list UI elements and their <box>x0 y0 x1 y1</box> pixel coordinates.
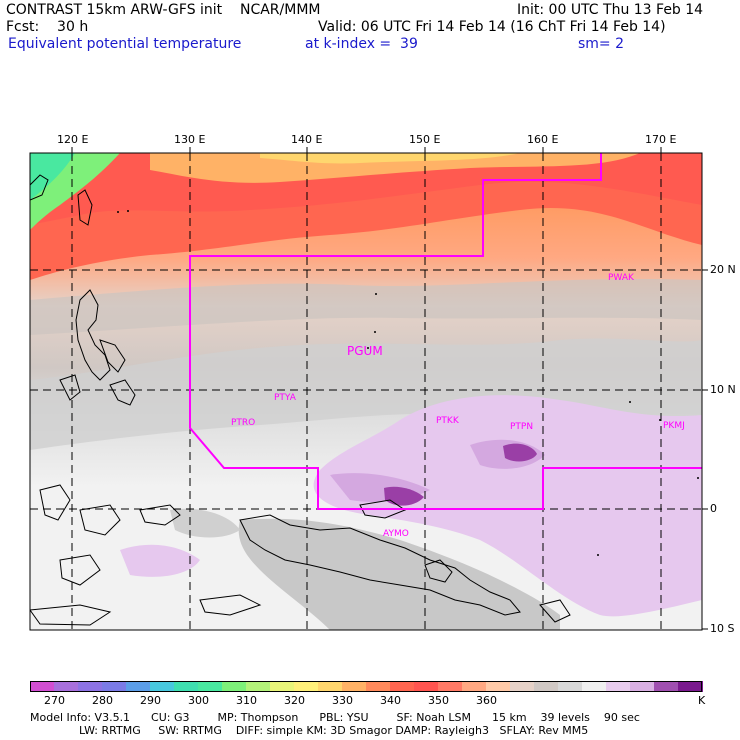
colorbar-swatch <box>414 681 439 692</box>
lon-label-140e: 140 E <box>291 133 323 146</box>
lon-label-130e: 130 E <box>174 133 206 146</box>
frame-ticks <box>71 147 708 630</box>
colorbar-swatch <box>630 681 655 692</box>
lat-lon-grid <box>30 153 702 630</box>
colorbar-swatch <box>606 681 631 692</box>
smoothing: sm= 2 <box>578 36 625 52</box>
colorbar-swatch <box>174 681 199 692</box>
colorbar-swatch <box>510 681 535 692</box>
lat-label-10s: 10 S <box>710 622 735 635</box>
colorbar-label: 300 <box>188 694 209 707</box>
lon-label-170e: 170 E <box>645 133 677 146</box>
model-info-line2: LW: RRTMG SW: RRTMG DIFF: simple KM: 3D … <box>30 724 589 737</box>
station-ptpn: PTPN <box>510 422 534 432</box>
colorbar-label: 360 <box>476 694 497 707</box>
model-title: CONTRAST 15km ARW-GFS init NCAR/MMM <box>6 2 321 18</box>
lon-label-120e: 120 E <box>57 133 89 146</box>
colorbar-swatch <box>198 681 223 692</box>
colorbar-label: 350 <box>428 694 449 707</box>
field-shading <box>30 153 702 630</box>
colorbar-swatch <box>150 681 175 692</box>
station-ptkk: PTKK <box>436 416 459 426</box>
colorbar-swatch <box>318 681 343 692</box>
level-index: at k-index = 39 <box>305 36 418 52</box>
lat-label-20n: 20 N <box>710 263 736 276</box>
lat-label-0: 0 <box>710 502 717 515</box>
forecast-hour: Fcst: 30 h <box>6 19 89 35</box>
station-ptya: PTYA <box>274 393 296 403</box>
colorbar-swatch <box>270 681 295 692</box>
colorbar-swatch <box>30 681 55 692</box>
colorbar-swatch <box>678 681 703 692</box>
colorbar-swatch <box>246 681 271 692</box>
colorbar-swatch <box>342 681 367 692</box>
colorbar-swatch <box>126 681 151 692</box>
station-pkmj: PKMJ <box>663 421 685 431</box>
lon-label-160e: 160 E <box>527 133 559 146</box>
colorbar-swatch <box>54 681 79 692</box>
colorbar-label: 290 <box>140 694 161 707</box>
station-pwak: PWAK <box>608 273 634 283</box>
colorbar-label: K <box>698 694 706 707</box>
colorbar-swatch <box>534 681 559 692</box>
colorbar-frame <box>30 681 702 692</box>
colorbar-label: 310 <box>236 694 257 707</box>
colorbar-swatch <box>654 681 679 692</box>
init-time: Init: 00 UTC Thu 13 Feb 14 <box>517 2 704 18</box>
lon-label-150e: 150 E <box>409 133 441 146</box>
colorbar-swatch <box>582 681 607 692</box>
colorbar-label: 340 <box>380 694 401 707</box>
colorbar-label: 280 <box>92 694 113 707</box>
boundary-line <box>189 153 702 510</box>
colorbar-swatch <box>366 681 391 692</box>
colorbar-swatch <box>222 681 247 692</box>
colorbar-swatch <box>558 681 583 692</box>
colorbar-swatch <box>294 681 319 692</box>
colorbar-label: 320 <box>284 694 305 707</box>
coastlines <box>30 174 571 626</box>
colorbar-swatch <box>438 681 463 692</box>
colorbar-swatch <box>102 681 127 692</box>
model-info-line1: Model Info: V3.5.1 CU: G3 MP: Thompson P… <box>30 711 640 724</box>
lat-label-10n: 10 N <box>710 383 736 396</box>
colorbar-swatch <box>486 681 511 692</box>
station-aymo: AYMO <box>383 529 409 539</box>
colorbar-swatch <box>462 681 487 692</box>
station-ptro: PTRO <box>231 418 256 428</box>
valid-time: Valid: 06 UTC Fri 14 Feb 14 (16 ChT Fri … <box>318 19 666 35</box>
station-pgum: PGUM <box>347 344 383 358</box>
map-frame <box>29 152 703 631</box>
colorbar-label: 270 <box>44 694 65 707</box>
colorbar-swatch <box>390 681 415 692</box>
colorbar-swatch <box>78 681 103 692</box>
colorbar-label: 330 <box>332 694 353 707</box>
field-name: Equivalent potential temperature <box>8 36 242 52</box>
